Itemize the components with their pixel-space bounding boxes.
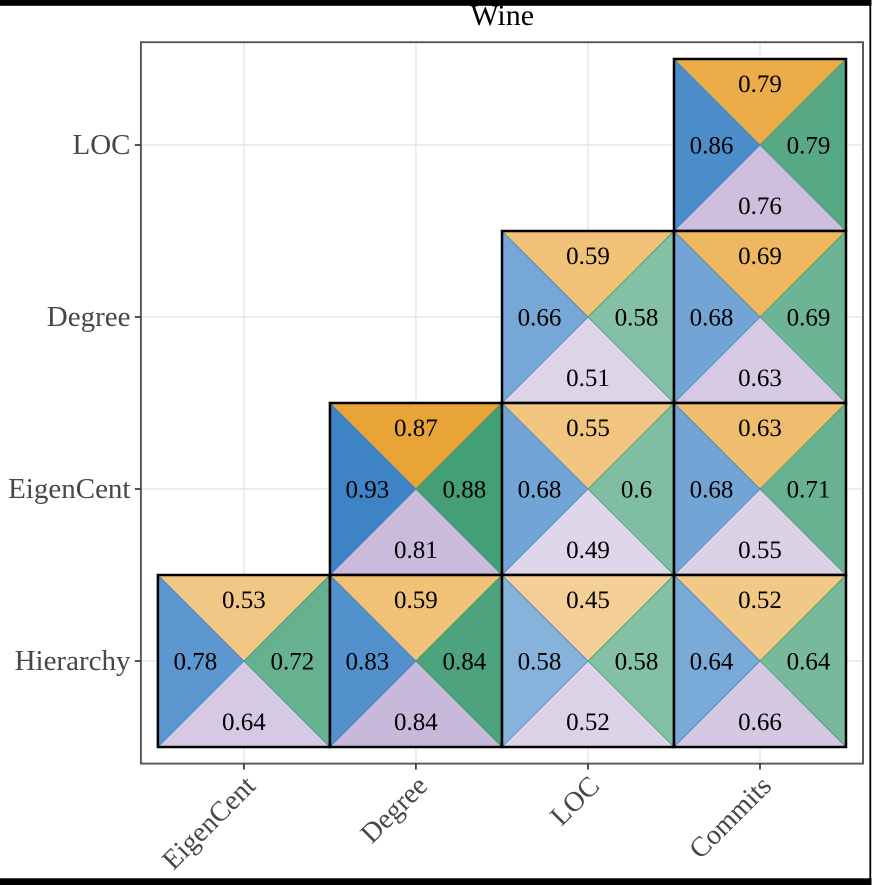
svg-text:0.87: 0.87 bbox=[394, 415, 438, 442]
svg-text:0.72: 0.72 bbox=[271, 648, 315, 675]
svg-text:0.45: 0.45 bbox=[566, 587, 610, 614]
svg-text:0.83: 0.83 bbox=[346, 648, 390, 675]
svg-text:0.52: 0.52 bbox=[738, 587, 782, 614]
svg-text:0.79: 0.79 bbox=[787, 132, 831, 159]
svg-text:0.66: 0.66 bbox=[518, 304, 562, 331]
svg-text:0.59: 0.59 bbox=[394, 587, 438, 614]
svg-text:0.93: 0.93 bbox=[346, 476, 390, 503]
svg-text:EigenCent: EigenCent bbox=[8, 473, 130, 505]
svg-text:0.63: 0.63 bbox=[738, 365, 782, 392]
svg-text:0.59: 0.59 bbox=[566, 243, 610, 270]
svg-text:0.78: 0.78 bbox=[174, 648, 218, 675]
svg-text:0.84: 0.84 bbox=[394, 709, 438, 736]
svg-text:0.53: 0.53 bbox=[222, 587, 266, 614]
svg-text:0.86: 0.86 bbox=[690, 132, 734, 159]
svg-text:LOC: LOC bbox=[73, 129, 131, 161]
svg-text:0.84: 0.84 bbox=[443, 648, 487, 675]
svg-text:0.88: 0.88 bbox=[443, 476, 487, 503]
svg-text:0.49: 0.49 bbox=[566, 537, 610, 564]
svg-text:0.69: 0.69 bbox=[787, 304, 831, 331]
svg-text:0.63: 0.63 bbox=[738, 415, 782, 442]
svg-text:0.64: 0.64 bbox=[222, 709, 266, 736]
svg-text:0.68: 0.68 bbox=[518, 476, 562, 503]
svg-text:0.58: 0.58 bbox=[518, 648, 562, 675]
svg-text:0.58: 0.58 bbox=[615, 648, 659, 675]
svg-text:0.68: 0.68 bbox=[690, 304, 734, 331]
svg-text:Degree: Degree bbox=[47, 301, 131, 333]
svg-text:0.66: 0.66 bbox=[738, 709, 782, 736]
svg-text:0.81: 0.81 bbox=[394, 537, 438, 564]
svg-text:0.55: 0.55 bbox=[566, 415, 610, 442]
svg-text:0.64: 0.64 bbox=[690, 648, 734, 675]
svg-text:0.68: 0.68 bbox=[690, 476, 734, 503]
svg-text:0.69: 0.69 bbox=[738, 243, 782, 270]
svg-text:0.71: 0.71 bbox=[787, 476, 831, 503]
svg-text:0.58: 0.58 bbox=[615, 304, 659, 331]
svg-text:0.79: 0.79 bbox=[738, 71, 782, 98]
svg-text:Hierarchy: Hierarchy bbox=[15, 645, 131, 677]
svg-text:0.52: 0.52 bbox=[566, 709, 610, 736]
svg-text:0.55: 0.55 bbox=[738, 537, 782, 564]
svg-text:0.6: 0.6 bbox=[621, 476, 652, 503]
svg-text:0.76: 0.76 bbox=[738, 193, 782, 220]
svg-text:0.51: 0.51 bbox=[566, 365, 610, 392]
svg-text:0.64: 0.64 bbox=[787, 648, 831, 675]
